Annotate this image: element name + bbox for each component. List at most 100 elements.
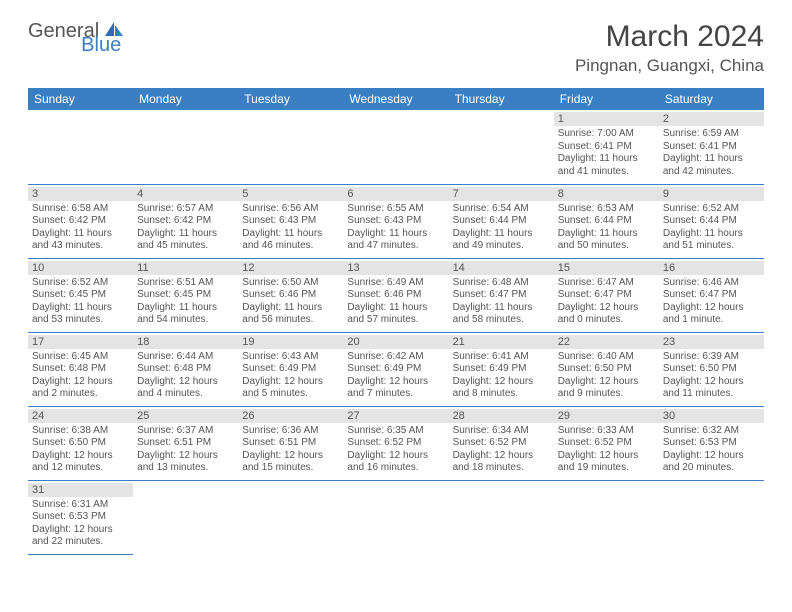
weekday-header: Tuesday: [238, 88, 343, 110]
day-cell: 8Sunrise: 6:53 AMSunset: 6:44 PMDaylight…: [554, 184, 659, 258]
sunrise-value: 6:40 AM: [597, 351, 634, 362]
day-info: Sunrise: 6:39 AMSunset: 6:50 PMDaylight:…: [663, 351, 760, 401]
sunset-value: 6:41 PM: [594, 141, 631, 152]
day-cell: 19Sunrise: 6:43 AMSunset: 6:49 PMDayligh…: [238, 332, 343, 406]
sunrise-line: Sunrise: 6:33 AM: [558, 425, 655, 438]
day-number: 12: [238, 261, 343, 275]
day-info: Sunrise: 6:45 AMSunset: 6:48 PMDaylight:…: [32, 351, 129, 401]
sunset-label: Sunset:: [242, 289, 276, 300]
daylight-line: Daylight: 11 hours and 50 minutes.: [558, 228, 655, 253]
day-cell: 11Sunrise: 6:51 AMSunset: 6:45 PMDayligh…: [133, 258, 238, 332]
day-info: Sunrise: 6:32 AMSunset: 6:53 PMDaylight:…: [663, 425, 760, 475]
sunset-label: Sunset:: [242, 363, 276, 374]
daylight-label: Daylight:: [663, 376, 702, 387]
daylight-label: Daylight:: [32, 376, 71, 387]
sunset-line: Sunset: 6:45 PM: [32, 289, 129, 302]
sunrise-line: Sunrise: 6:34 AM: [453, 425, 550, 438]
sunset-label: Sunset:: [558, 215, 592, 226]
sunset-value: 6:44 PM: [594, 215, 631, 226]
daylight-label: Daylight:: [32, 228, 71, 239]
sunrise-label: Sunrise:: [453, 277, 490, 288]
sunset-label: Sunset:: [32, 289, 66, 300]
day-number: 10: [28, 261, 133, 275]
day-info: Sunrise: 6:40 AMSunset: 6:50 PMDaylight:…: [558, 351, 655, 401]
sunset-label: Sunset:: [663, 437, 697, 448]
empty-cell: [28, 110, 133, 184]
sunrise-label: Sunrise:: [242, 351, 279, 362]
day-number: 24: [28, 409, 133, 423]
sunrise-line: Sunrise: 6:37 AM: [137, 425, 234, 438]
daylight-line: Daylight: 12 hours and 0 minutes.: [558, 302, 655, 327]
calendar-row: 10Sunrise: 6:52 AMSunset: 6:45 PMDayligh…: [28, 258, 764, 332]
header: General Blue March 2024 Pingnan, Guangxi…: [28, 20, 764, 76]
sunset-value: 6:53 PM: [69, 511, 106, 522]
sunrise-line: Sunrise: 6:45 AM: [32, 351, 129, 364]
sunrise-value: 6:44 AM: [177, 351, 214, 362]
day-info: Sunrise: 6:57 AMSunset: 6:42 PMDaylight:…: [137, 203, 234, 253]
sunset-line: Sunset: 6:48 PM: [137, 363, 234, 376]
sunset-label: Sunset:: [453, 363, 487, 374]
sunrise-line: Sunrise: 6:58 AM: [32, 203, 129, 216]
day-cell: 24 Sunrise: 6:38 AMSunset: 6:50 PMDayligh…: [28, 406, 133, 480]
sunset-label: Sunset:: [32, 511, 66, 522]
day-info: Sunrise: 6:41 AMSunset: 6:49 PMDaylight:…: [453, 351, 550, 401]
sunset-value: 6:52 PM: [384, 437, 421, 448]
sunrise-line: Sunrise: 6:47 AM: [558, 277, 655, 290]
day-info: Sunrise: 6:50 AMSunset: 6:46 PMDaylight:…: [242, 277, 339, 327]
day-cell: 23Sunrise: 6:39 AMSunset: 6:50 PMDayligh…: [659, 332, 764, 406]
day-number: 6: [343, 187, 448, 201]
daylight-label: Daylight:: [242, 302, 281, 313]
day-number: 17: [28, 335, 133, 349]
sunrise-line: Sunrise: 6:39 AM: [663, 351, 760, 364]
daylight-label: Daylight:: [137, 302, 176, 313]
sunset-line: Sunset: 6:41 PM: [558, 141, 655, 154]
calendar-row: 3Sunrise: 6:58 AMSunset: 6:42 PMDaylight…: [28, 184, 764, 258]
sunrise-line: Sunrise: 6:53 AM: [558, 203, 655, 216]
sunset-value: 6:42 PM: [69, 215, 106, 226]
empty-cell: [238, 480, 343, 554]
sunset-line: Sunset: 6:52 PM: [558, 437, 655, 450]
daylight-line: Daylight: 12 hours and 11 minutes.: [663, 376, 760, 401]
day-cell: 12 Sunrise: 6:50 AMSunset: 6:46 PMDayligh…: [238, 258, 343, 332]
daylight-line: Daylight: 12 hours and 18 minutes.: [453, 450, 550, 475]
calendar-row: 24 Sunrise: 6:38 AMSunset: 6:50 PMDayligh…: [28, 406, 764, 480]
sunset-label: Sunset:: [558, 363, 592, 374]
day-info: Sunrise: 6:56 AMSunset: 6:43 PMDaylight:…: [242, 203, 339, 253]
weekday-header: Saturday: [659, 88, 764, 110]
sunset-value: 6:50 PM: [700, 363, 737, 374]
day-cell: 4Sunrise: 6:57 AMSunset: 6:42 PMDaylight…: [133, 184, 238, 258]
daylight-label: Daylight:: [32, 302, 71, 313]
day-info: Sunrise: 6:38 AMSunset: 6:50 PMDaylight:…: [32, 425, 129, 475]
day-number: 15: [554, 261, 659, 275]
sunset-value: 6:52 PM: [489, 437, 526, 448]
day-number: 11: [133, 261, 238, 275]
daylight-line: Daylight: 11 hours and 45 minutes.: [137, 228, 234, 253]
sunrise-line: Sunrise: 6:43 AM: [242, 351, 339, 364]
sunrise-value: 6:38 AM: [71, 425, 108, 436]
daylight-label: Daylight:: [453, 376, 492, 387]
sunset-line: Sunset: 6:49 PM: [453, 363, 550, 376]
day-cell: 30Sunrise: 6:32 AMSunset: 6:53 PMDayligh…: [659, 406, 764, 480]
day-info: Sunrise: 6:42 AMSunset: 6:49 PMDaylight:…: [347, 351, 444, 401]
sunrise-label: Sunrise:: [242, 277, 279, 288]
day-number: 22: [554, 335, 659, 349]
sunrise-label: Sunrise:: [558, 277, 595, 288]
sunset-label: Sunset:: [137, 437, 171, 448]
sunrise-label: Sunrise:: [558, 351, 595, 362]
sunset-line: Sunset: 6:43 PM: [347, 215, 444, 228]
daylight-line: Daylight: 12 hours and 16 minutes.: [347, 450, 444, 475]
day-info: Sunrise: 6:44 AMSunset: 6:48 PMDaylight:…: [137, 351, 234, 401]
sunset-line: Sunset: 6:44 PM: [453, 215, 550, 228]
daylight-label: Daylight:: [663, 228, 702, 239]
sunset-label: Sunset:: [137, 363, 171, 374]
sunrise-value: 6:57 AM: [177, 203, 214, 214]
sunset-line: Sunset: 6:46 PM: [242, 289, 339, 302]
sunset-line: Sunset: 6:43 PM: [242, 215, 339, 228]
sunrise-line: Sunrise: 6:52 AM: [32, 277, 129, 290]
day-number: 27: [343, 409, 448, 423]
daylight-label: Daylight:: [347, 228, 386, 239]
sunset-label: Sunset:: [663, 289, 697, 300]
daylight-line: Daylight: 12 hours and 8 minutes.: [453, 376, 550, 401]
sunrise-value: 6:37 AM: [177, 425, 214, 436]
sunrise-value: 6:33 AM: [597, 425, 634, 436]
